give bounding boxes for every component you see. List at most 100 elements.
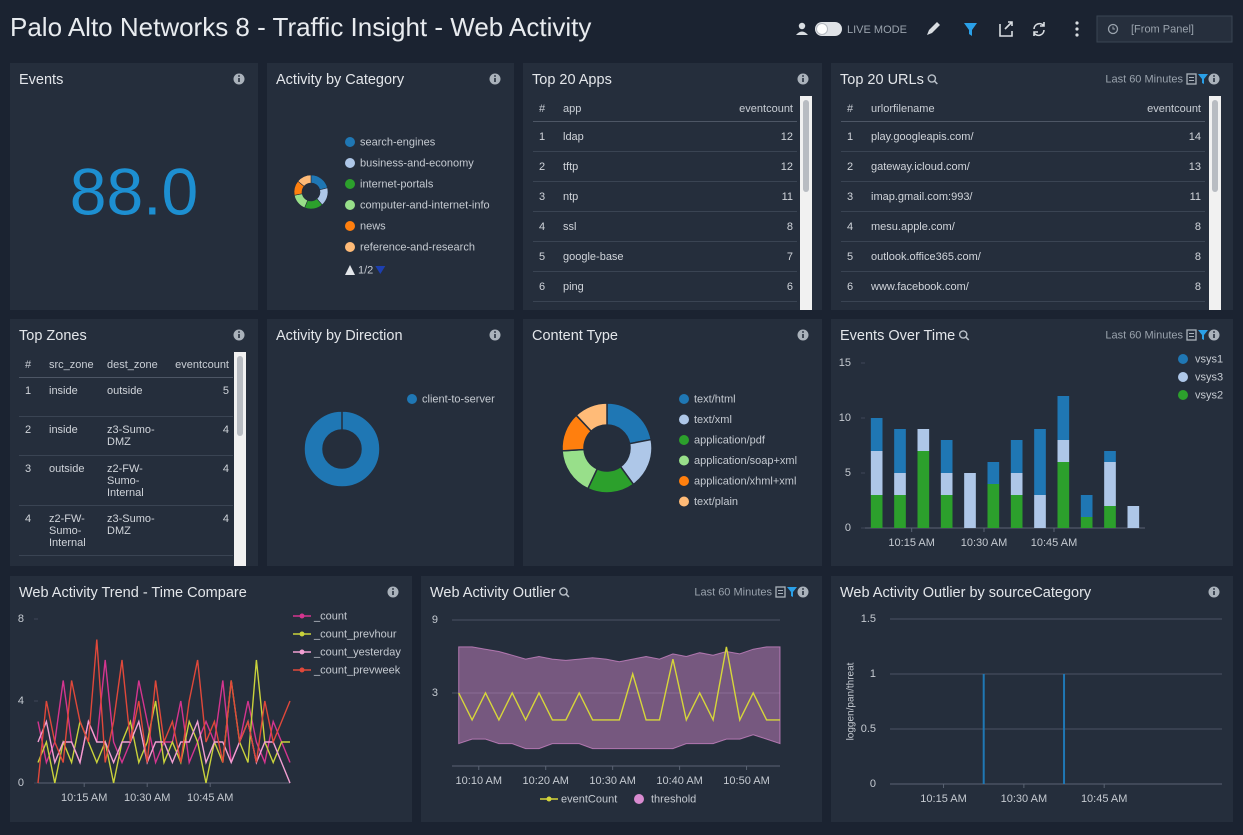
bar-segment (964, 473, 976, 528)
scrollbar-thumb[interactable] (803, 100, 809, 192)
zoom-icon[interactable] (927, 74, 938, 85)
x-tick-label: 10:45 AM (1081, 793, 1127, 805)
list-icon[interactable] (775, 586, 786, 598)
scrollbar[interactable] (1209, 96, 1221, 310)
info-icon[interactable] (489, 73, 501, 85)
table-cell: 11 (688, 181, 797, 212)
table-body: 1 inside outside 5 2 inside z3-Sumo-DMZ 4 3 outsi… (19, 377, 233, 556)
table-row: 7web-browsing6 (533, 301, 797, 310)
x-tick-label: 10:10 AM (456, 775, 502, 787)
edit-icon[interactable] (927, 22, 940, 35)
legend-swatch (299, 613, 305, 619)
scrollbar-thumb[interactable] (1212, 100, 1218, 192)
scrollbar[interactable] (234, 352, 246, 566)
panel-title: Web Activity Trend - Time Compare (19, 585, 247, 601)
panel-canvas: Activity by Category search-engines busine… (276, 72, 501, 276)
info-icon[interactable] (233, 73, 245, 85)
table-cell: outside (43, 455, 101, 506)
table-row: 1 ldap 12 (533, 121, 797, 152)
x-tick-label: 10:50 AM (723, 775, 769, 787)
panel: Web Activity Outlier Last 60 Minutes 3 9 10:… (421, 576, 822, 822)
bar-segment (1034, 495, 1046, 528)
more-icon[interactable] (1075, 21, 1079, 37)
y-tick-label: 0.5 (861, 723, 876, 735)
panel: Activity by Direction client-to-server (267, 319, 514, 566)
y-tick-label: 4 (18, 695, 24, 707)
table-cell: 14 (1086, 121, 1205, 152)
info-icon[interactable] (1208, 586, 1220, 598)
table-cell: 3 (533, 181, 557, 212)
table-cell: 5 (533, 241, 557, 272)
legend-swatch (679, 394, 689, 404)
legend-swatch (1178, 354, 1188, 364)
zoom-icon[interactable] (559, 587, 570, 598)
info-icon[interactable] (797, 586, 809, 598)
filter-icon[interactable] (1198, 330, 1208, 340)
pager-down (375, 266, 386, 274)
table-row: 5 outlook.office365.com/8 (841, 241, 1205, 272)
header-row: # src_zone dest_zone eventcount (19, 352, 233, 378)
panel-canvas: Web Activity Trend - Time Compare 0 4 8 10:1… (18, 585, 401, 804)
bar-segment (1104, 462, 1116, 506)
panel: Top 20 Apps # app eventcount 1 ldap 12 2 tftp 12 3… (523, 63, 822, 310)
legend-swatch (679, 476, 689, 486)
y-tick-label: 10 (839, 412, 851, 424)
info-icon[interactable] (387, 586, 399, 598)
info-icon[interactable] (1208, 73, 1220, 85)
info-icon[interactable] (797, 329, 809, 341)
scrollbar-thumb[interactable] (237, 356, 243, 436)
filter-icon[interactable] (964, 23, 977, 36)
legend-label: internet-portals (360, 178, 434, 190)
time-range-box[interactable] (1096, 15, 1233, 43)
list-icon[interactable] (1186, 73, 1197, 85)
table-cell: 1 (533, 121, 557, 152)
zoom-icon[interactable] (958, 330, 970, 341)
share-icon[interactable] (999, 21, 1013, 37)
list-icon[interactable] (1186, 329, 1197, 341)
filter-icon[interactable] (1198, 74, 1208, 84)
refresh-icon[interactable] (1033, 22, 1045, 37)
info-icon[interactable] (489, 329, 501, 341)
table-cell: web-browsing (557, 301, 689, 310)
scrollbar[interactable] (800, 96, 812, 310)
table-cell: 3 (841, 181, 865, 212)
table-cell: 7 (533, 301, 557, 310)
info-icon[interactable] (797, 73, 809, 85)
y-tick-label: 0 (870, 778, 876, 790)
bar-segment (940, 440, 953, 473)
legend-label: text/xml (694, 414, 732, 426)
filter-icon[interactable] (787, 587, 797, 597)
bar-segment (1104, 506, 1116, 528)
y-tick-label: 0 (18, 777, 24, 789)
info-icon[interactable] (233, 329, 245, 341)
bar-segment (917, 429, 930, 451)
info-icon[interactable] (1208, 329, 1220, 341)
bar-segment (917, 451, 930, 528)
panel: Events 88.0 (10, 63, 258, 310)
table-wrap: # src_zone dest_zone eventcount 1 inside outsi… (19, 352, 233, 556)
panel: Top Zones # src_zone dest_zone eventcount 1 in… (10, 319, 258, 566)
table-cell: 6 (688, 301, 797, 310)
bar-segment (870, 451, 883, 495)
x-tick-label: 10:15 AM (888, 537, 934, 549)
table-cell: 7 (688, 241, 797, 272)
x-tick-label: 10:30 AM (589, 775, 635, 787)
table-cell: z2-FW-Sumo-Internal (43, 505, 101, 556)
legend-swatch (1178, 390, 1188, 400)
table-cell: z2-FW-Sumo-Internal (101, 455, 163, 506)
legend-swatch (1178, 372, 1188, 382)
table-row: 5 google-base 7 (533, 241, 797, 272)
table-row: 6 ping 6 (533, 271, 797, 302)
table-cell: 4 (841, 211, 865, 242)
bar-segment (940, 473, 953, 495)
header-bar: Palo Alto Networks 8 - Traffic Insight -… (10, 12, 1233, 43)
pie-slice (575, 402, 608, 433)
live-mode-toggle[interactable] (815, 22, 842, 36)
data-table: # urlorfilename eventcount 1 play.googleapis… (841, 96, 1205, 310)
live-mode-label: LIVE MODE (847, 24, 907, 36)
table-cell: 6 (533, 271, 557, 302)
pager-up[interactable] (345, 265, 355, 275)
table-row: 2 tftp 12 (533, 151, 797, 182)
table-cell: 13 (1086, 151, 1205, 182)
panel-title: Events (19, 72, 63, 88)
